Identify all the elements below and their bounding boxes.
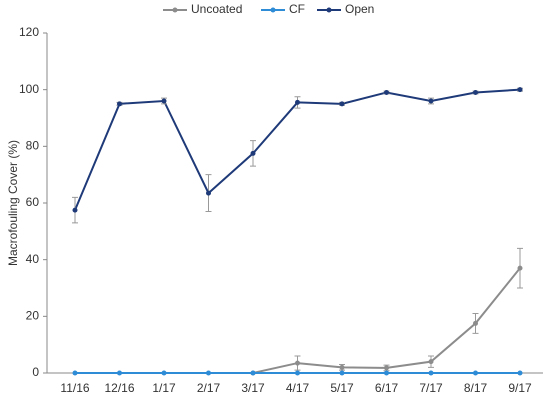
legend-label: CF (289, 2, 305, 16)
x-tick-label: 1/17 (152, 381, 176, 395)
point (473, 320, 478, 326)
x-tick-label: 12/16 (104, 381, 134, 395)
y-axis-label: Macrofouling Cover (%) (6, 140, 20, 266)
point (250, 150, 256, 156)
point (339, 364, 345, 370)
point (473, 370, 478, 376)
point (117, 370, 122, 376)
x-tick-label: 7/17 (419, 381, 443, 395)
point (206, 190, 211, 196)
x-tick-label: 3/17 (241, 381, 265, 395)
point (339, 370, 345, 376)
point (384, 370, 389, 376)
x-tick-label: 11/16 (60, 381, 89, 395)
point (250, 370, 256, 376)
point (517, 370, 523, 376)
point (295, 370, 300, 376)
y-tick-label: 100 (19, 82, 39, 96)
point (295, 99, 300, 105)
y-tick-label: 120 (19, 25, 39, 39)
point (517, 265, 523, 271)
series-line (252, 267, 521, 374)
point (117, 101, 122, 107)
point (295, 360, 300, 366)
x-tick-label: 5/17 (330, 381, 354, 395)
point (72, 207, 78, 213)
point (161, 370, 167, 376)
point (339, 101, 345, 107)
y-tick-label: 40 (26, 252, 40, 266)
x-tick-label: 2/17 (197, 381, 221, 395)
point (72, 370, 78, 376)
x-tick-label: 8/17 (464, 381, 488, 395)
y-tick-label: 20 (26, 309, 40, 323)
legend-marker (172, 7, 178, 13)
point (428, 370, 434, 376)
point (161, 98, 167, 104)
x-tick-label: 4/17 (286, 381, 310, 395)
y-tick-label: 80 (26, 139, 40, 153)
legend-label: Open (345, 2, 374, 16)
point (206, 370, 211, 376)
point (384, 365, 389, 371)
legend-label: Uncoated (191, 2, 242, 16)
point (428, 98, 434, 104)
y-tick-label: 60 (26, 195, 40, 209)
point (473, 90, 478, 95)
point (384, 90, 389, 95)
legend-marker (270, 7, 276, 13)
x-tick-label: 9/17 (508, 381, 532, 395)
legend-marker (326, 7, 332, 13)
point (428, 359, 434, 365)
point (517, 87, 523, 93)
x-tick-label: 6/17 (375, 381, 399, 395)
y-tick-label: 0 (32, 365, 39, 379)
